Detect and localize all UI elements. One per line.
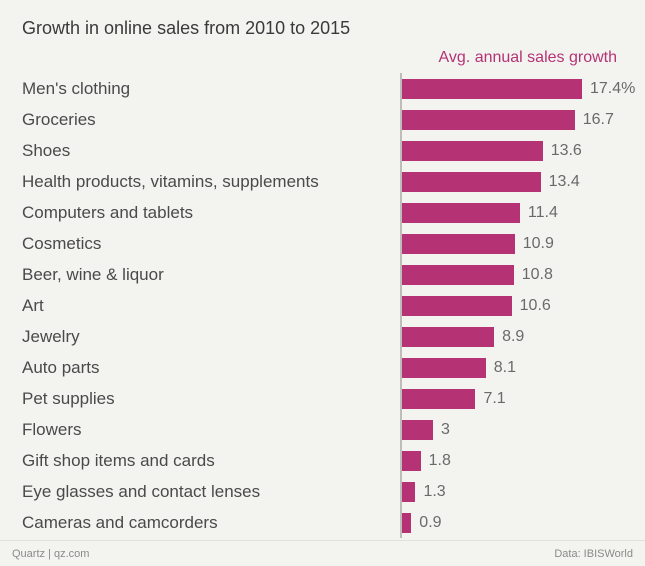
chart-row: Gift shop items and cards 1.8	[22, 445, 623, 476]
bar-cell: 13.4	[402, 166, 623, 197]
bar-cell: 3	[402, 414, 623, 445]
value-label: 8.1	[494, 359, 516, 377]
chart-row: Beer, wine & liquor 10.8	[22, 259, 623, 290]
chart-footer: Quartz | qz.com Data: IBISWorld	[0, 540, 645, 566]
value-label: 13.6	[551, 142, 582, 160]
bar-cell: 8.9	[402, 321, 623, 352]
category-label: Jewelry	[22, 327, 400, 347]
bar	[402, 110, 575, 130]
chart-row: Men's clothing17.4%	[22, 73, 623, 104]
bar	[402, 358, 486, 378]
bar-cell: 11.4	[402, 197, 623, 228]
chart-legend-label: Avg. annual sales growth	[22, 49, 623, 67]
bar	[402, 482, 415, 502]
chart-row: Shoes 13.6	[22, 135, 623, 166]
bar-cell: 1.8	[402, 445, 623, 476]
chart-row: Pet supplies 7.1	[22, 383, 623, 414]
bar-cell: 10.9	[402, 228, 623, 259]
value-label: 10.9	[523, 235, 554, 253]
footer-source-left: Quartz | qz.com	[12, 548, 89, 560]
bar	[402, 327, 494, 347]
bar	[402, 513, 411, 533]
category-label: Eye glasses and contact lenses	[22, 482, 400, 502]
value-label: 10.8	[522, 266, 553, 284]
category-label: Groceries	[22, 110, 400, 130]
bar-cell: 0.9	[402, 507, 623, 538]
chart-row: Groceries 16.7	[22, 104, 623, 135]
bar	[402, 420, 433, 440]
bar-cell: 8.1	[402, 352, 623, 383]
value-label: 3	[441, 421, 450, 439]
bar	[402, 265, 514, 285]
chart-row: Computers and tablets 11.4	[22, 197, 623, 228]
category-label: Art	[22, 296, 400, 316]
chart-row: Jewelry 8.9	[22, 321, 623, 352]
category-label: Men's clothing	[22, 79, 400, 99]
chart-row: Flowers 3	[22, 414, 623, 445]
bar-cell: 10.8	[402, 259, 623, 290]
category-label: Cameras and camcorders	[22, 513, 400, 533]
bar	[402, 296, 512, 316]
chart-row: Health products, vitamins, supplements 13…	[22, 166, 623, 197]
category-label: Flowers	[22, 420, 400, 440]
category-label: Pet supplies	[22, 389, 400, 409]
value-label: 10.6	[520, 297, 551, 315]
value-label: 1.8	[429, 452, 451, 470]
bar-cell: 1.3	[402, 476, 623, 507]
category-label: Computers and tablets	[22, 203, 400, 223]
value-label: 8.9	[502, 328, 524, 346]
value-label: 7.1	[483, 390, 505, 408]
value-label: 16.7	[583, 111, 614, 129]
bar	[402, 79, 582, 99]
value-label: 0.9	[419, 514, 441, 532]
chart-container: Growth in online sales from 2010 to 2015…	[0, 0, 645, 566]
chart-row: Art 10.6	[22, 290, 623, 321]
value-label: 13.4	[549, 173, 580, 191]
category-label: Health products, vitamins, supplements	[22, 172, 400, 192]
chart-row: Cosmetics 10.9	[22, 228, 623, 259]
category-label: Gift shop items and cards	[22, 451, 400, 471]
bar	[402, 389, 475, 409]
chart-rows: Men's clothing17.4% Groceries 16.7 Shoes 13.…	[22, 73, 623, 538]
bar-cell: 10.6	[402, 290, 623, 321]
category-label: Cosmetics	[22, 234, 400, 254]
bar	[402, 451, 421, 471]
chart-title: Growth in online sales from 2010 to 2015	[22, 18, 623, 39]
chart-row: Cameras and camcorders 0.9	[22, 507, 623, 538]
footer-source-right: Data: IBISWorld	[554, 548, 633, 560]
value-label: 17.4%	[590, 80, 635, 98]
value-label: 1.3	[423, 483, 445, 501]
chart-row: Auto parts 8.1	[22, 352, 623, 383]
bar	[402, 141, 543, 161]
category-label: Beer, wine & liquor	[22, 265, 400, 285]
bar	[402, 172, 541, 192]
value-label: 11.4	[528, 204, 558, 222]
category-label: Shoes	[22, 141, 400, 161]
bar	[402, 203, 520, 223]
bar-cell: 13.6	[402, 135, 623, 166]
chart-row: Eye glasses and contact lenses 1.3	[22, 476, 623, 507]
bar-cell: 7.1	[402, 383, 623, 414]
bar	[402, 234, 515, 254]
bar-cell: 17.4%	[402, 73, 635, 104]
category-label: Auto parts	[22, 358, 400, 378]
bar-cell: 16.7	[402, 104, 623, 135]
